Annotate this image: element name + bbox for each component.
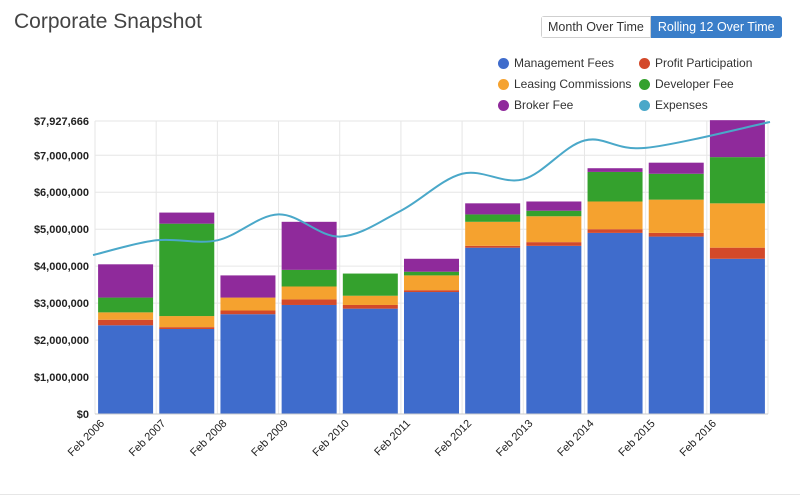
bar-segment-broker-fee	[465, 203, 521, 215]
expenses-line	[92, 121, 771, 257]
bar-segment-developer-fee	[526, 210, 582, 217]
legend-label: Leasing Commissions	[514, 77, 632, 91]
profit-participation-dot-icon	[639, 57, 650, 69]
bar-segment-profit-participation	[98, 319, 154, 326]
x-tick-label: Feb 2015	[616, 418, 657, 459]
y-tick-label: $3,000,000	[34, 298, 89, 310]
bar-segment-management-fees	[709, 258, 765, 414]
bar-segment-profit-participation	[281, 299, 337, 305]
bar-segment-profit-participation	[342, 304, 398, 309]
y-tick-label: $6,000,000	[34, 187, 89, 199]
y-tick-label: $7,927,666	[34, 116, 89, 128]
bar-segment-profit-participation	[220, 310, 276, 315]
legend-item-expenses[interactable]: Expenses	[639, 98, 708, 112]
bar-segment-leasing-commissions	[526, 216, 582, 243]
bar-segment-developer-fee	[404, 271, 459, 276]
y-tick-label: $2,000,000	[34, 335, 89, 347]
y-tick-label: $4,000,000	[34, 261, 89, 273]
x-tick-label: Feb 2012	[433, 418, 474, 459]
bar-segment-profit-participation	[587, 229, 643, 233]
bar-segment-broker-fee	[159, 212, 215, 224]
bar-segment-management-fees	[159, 328, 215, 414]
legend-item-management-fees[interactable]: Management Fees	[498, 56, 614, 70]
view-toggle: Month Over Time Rolling 12 Over Time	[541, 16, 782, 38]
management-fees-dot-icon	[498, 57, 509, 69]
bar-segment-broker-fee	[281, 221, 337, 270]
bar-segment-management-fees	[587, 232, 643, 414]
bar-segment-management-fees	[220, 314, 276, 414]
bar-segment-leasing-commissions	[159, 316, 215, 328]
legend-label: Broker Fee	[514, 98, 574, 112]
bar-segment-management-fees	[342, 308, 398, 414]
legend-item-developer-fee[interactable]: Developer Fee	[639, 77, 734, 91]
bar-segment-developer-fee	[281, 269, 337, 287]
bar-segment-leasing-commissions	[465, 221, 521, 246]
x-tick-label: Feb 2009	[249, 418, 290, 459]
x-tick-label: Feb 2014	[555, 418, 596, 459]
bar-segment-broker-fee	[98, 264, 154, 298]
month-over-time-button[interactable]: Month Over Time	[541, 16, 651, 38]
bar-segment-management-fees	[98, 325, 154, 414]
bar-segment-broker-fee	[709, 120, 765, 158]
bar-segment-management-fees	[648, 236, 704, 414]
bar-segment-broker-fee	[404, 258, 459, 272]
legend-label: Developer Fee	[655, 77, 734, 91]
legend-label: Profit Participation	[655, 56, 753, 70]
bar-segment-leasing-commissions	[220, 297, 276, 311]
bar-segment-leasing-commissions	[709, 203, 765, 248]
bar-segment-management-fees	[465, 247, 521, 414]
bar-segment-developer-fee	[159, 223, 215, 317]
bar-segment-profit-participation	[159, 327, 215, 329]
bar-segment-developer-fee	[342, 273, 398, 296]
bar-segment-management-fees	[526, 245, 582, 414]
legend-label: Expenses	[655, 98, 708, 112]
bar-segment-profit-participation	[526, 242, 582, 246]
bar-segment-broker-fee	[648, 162, 704, 174]
legend-item-profit-participation[interactable]: Profit Participation	[639, 56, 752, 70]
bar-segment-developer-fee	[709, 157, 765, 204]
bar-segment-leasing-commissions	[281, 286, 337, 300]
page-title: Corporate Snapshot	[14, 10, 202, 33]
bar-segment-management-fees	[404, 292, 459, 414]
x-tick-label: Feb 2013	[494, 418, 535, 459]
bar-segment-leasing-commissions	[98, 312, 154, 320]
developer-fee-dot-icon	[639, 78, 650, 90]
leasing-commissions-dot-icon	[498, 78, 509, 90]
bar-segment-developer-fee	[465, 214, 521, 222]
rolling-12-over-time-button[interactable]: Rolling 12 Over Time	[650, 16, 782, 38]
bar-segment-broker-fee	[587, 168, 643, 172]
legend-label: Management Fees	[514, 56, 615, 70]
y-tick-label: $7,000,000	[34, 150, 89, 162]
y-tick-label: $0	[77, 409, 89, 421]
x-tick-label: Feb 2008	[188, 418, 229, 459]
x-tick-label: Feb 2007	[127, 418, 168, 459]
x-tick-label: Feb 2006	[66, 418, 107, 459]
bar-segment-developer-fee	[587, 171, 643, 202]
bar-segment-profit-participation	[465, 245, 521, 248]
expenses-dot-icon	[639, 99, 650, 111]
legend-item-leasing-commissions[interactable]: Leasing Commissions	[498, 77, 631, 91]
bar-segment-profit-participation	[648, 232, 704, 237]
bar-segment-leasing-commissions	[404, 275, 459, 291]
bar-segment-developer-fee	[98, 297, 154, 313]
bar-segment-profit-participation	[404, 290, 459, 293]
broker-fee-dot-icon	[498, 99, 509, 111]
bar-segment-broker-fee	[220, 275, 276, 298]
bar-segment-broker-fee	[526, 201, 582, 211]
x-tick-label: Feb 2011	[372, 418, 413, 459]
bar-segment-leasing-commissions	[587, 201, 643, 230]
x-tick-label: Feb 2016	[678, 418, 719, 459]
bar-segment-profit-participation	[709, 247, 765, 259]
bar-segment-developer-fee	[648, 173, 704, 200]
legend-item-broker-fee[interactable]: Broker Fee	[498, 98, 573, 112]
footer-divider	[0, 494, 800, 495]
y-tick-label: $5,000,000	[34, 224, 89, 236]
bar-segment-management-fees	[281, 304, 337, 414]
x-tick-label: Feb 2010	[310, 418, 351, 459]
bar-segment-leasing-commissions	[648, 199, 704, 233]
bar-segment-leasing-commissions	[342, 295, 398, 305]
y-tick-label: $1,000,000	[34, 372, 89, 384]
